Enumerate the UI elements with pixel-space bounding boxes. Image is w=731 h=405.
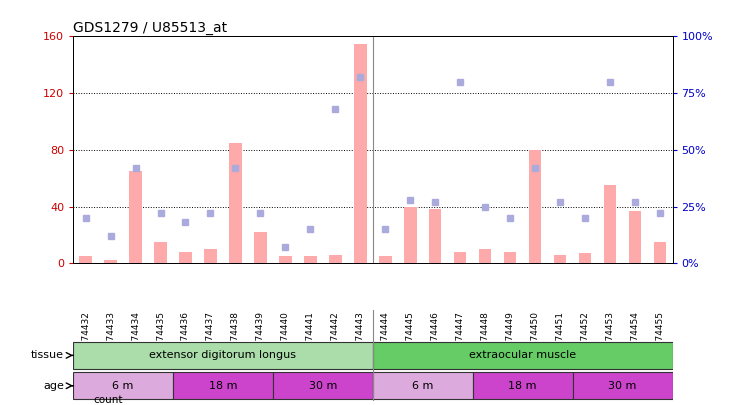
Bar — [80, 256, 92, 263]
Text: GSM74437: GSM74437 — [206, 311, 215, 360]
Text: 30 m: 30 m — [608, 381, 637, 391]
Bar — [73, 372, 173, 399]
Text: GSM74432: GSM74432 — [81, 311, 90, 360]
Bar — [373, 372, 473, 399]
Text: GSM74455: GSM74455 — [656, 311, 664, 360]
Text: 6 m: 6 m — [412, 381, 433, 391]
Text: 18 m: 18 m — [509, 381, 537, 391]
Bar — [379, 256, 392, 263]
Text: GSM74451: GSM74451 — [556, 311, 564, 360]
Text: 30 m: 30 m — [308, 381, 337, 391]
Text: GSM74449: GSM74449 — [506, 311, 515, 360]
Text: GSM74442: GSM74442 — [331, 311, 340, 360]
Text: GSM74443: GSM74443 — [356, 311, 365, 360]
Bar — [129, 171, 142, 263]
Text: GSM74441: GSM74441 — [306, 311, 315, 360]
Bar — [554, 255, 567, 263]
Text: GSM74433: GSM74433 — [106, 311, 115, 360]
Text: 6 m: 6 m — [113, 381, 134, 391]
Text: GSM74434: GSM74434 — [131, 311, 140, 360]
Text: GSM74439: GSM74439 — [256, 311, 265, 360]
Text: GSM74438: GSM74438 — [231, 311, 240, 360]
Bar — [204, 249, 216, 263]
Text: GSM74446: GSM74446 — [431, 311, 440, 360]
Bar — [572, 372, 673, 399]
Text: GSM74452: GSM74452 — [580, 311, 590, 360]
Text: GSM74447: GSM74447 — [455, 311, 465, 360]
Bar — [304, 256, 317, 263]
Text: GSM74440: GSM74440 — [281, 311, 290, 360]
Text: GSM74444: GSM74444 — [381, 311, 390, 360]
Text: GSM74454: GSM74454 — [631, 311, 640, 360]
Bar — [604, 185, 616, 263]
Bar — [373, 342, 673, 369]
Bar — [629, 211, 641, 263]
Bar — [230, 143, 242, 263]
Bar — [179, 252, 192, 263]
Bar — [279, 256, 292, 263]
Text: GSM74448: GSM74448 — [481, 311, 490, 360]
Text: tissue: tissue — [31, 350, 64, 360]
Bar — [154, 242, 167, 263]
Bar — [429, 209, 442, 263]
Bar — [404, 207, 417, 263]
Text: GDS1279 / U85513_at: GDS1279 / U85513_at — [73, 21, 227, 35]
Text: extensor digitorum longus: extensor digitorum longus — [149, 350, 297, 360]
Bar — [273, 372, 373, 399]
Bar — [173, 372, 273, 399]
Text: GSM74453: GSM74453 — [605, 311, 615, 360]
Bar — [73, 342, 373, 369]
Bar — [329, 255, 341, 263]
Bar — [529, 150, 542, 263]
Bar — [654, 242, 666, 263]
Bar — [579, 254, 591, 263]
Bar — [254, 232, 267, 263]
Text: GSM74450: GSM74450 — [531, 311, 539, 360]
Bar — [504, 252, 516, 263]
Text: GSM74435: GSM74435 — [156, 311, 165, 360]
Text: extraocular muscle: extraocular muscle — [469, 350, 576, 360]
Bar — [105, 260, 117, 263]
Text: GSM74445: GSM74445 — [406, 311, 414, 360]
Bar — [473, 372, 572, 399]
Text: GSM74436: GSM74436 — [181, 311, 190, 360]
Bar — [354, 43, 366, 263]
Text: 18 m: 18 m — [209, 381, 237, 391]
Text: count: count — [94, 395, 123, 405]
Bar — [454, 252, 466, 263]
Bar — [479, 249, 491, 263]
Text: age: age — [43, 381, 64, 391]
